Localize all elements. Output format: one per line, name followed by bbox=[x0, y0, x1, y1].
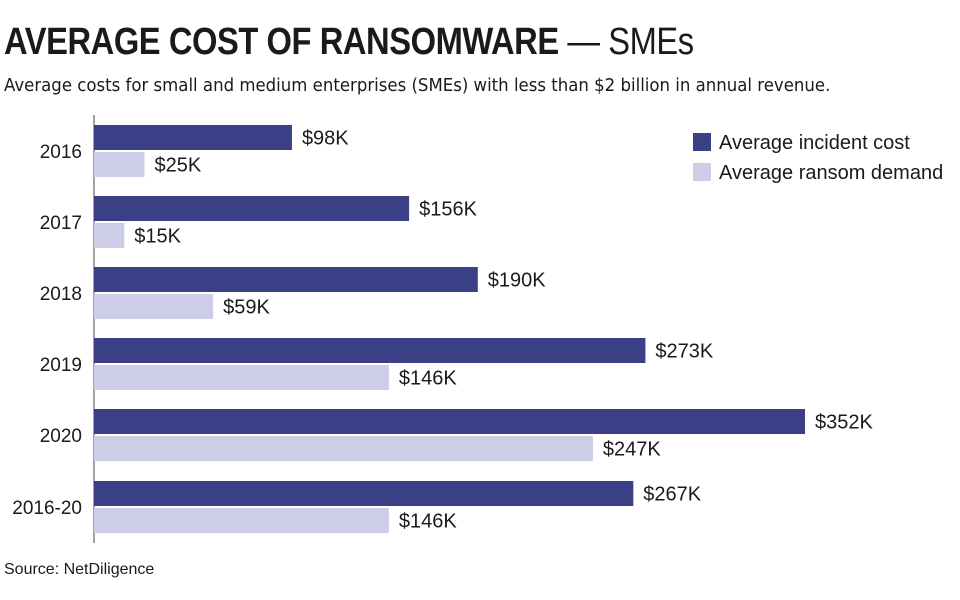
incident-cost-bar bbox=[94, 125, 292, 150]
incident-cost-value-label: $267K bbox=[643, 484, 701, 506]
incident-cost-value-label: $273K bbox=[655, 341, 713, 363]
legend-label: Average incident cost bbox=[719, 132, 910, 154]
incident-cost-bar bbox=[94, 338, 646, 363]
incident-cost-bar bbox=[94, 409, 805, 434]
chart-title-suffix: SMEs bbox=[608, 21, 694, 63]
ransom-demand-bar bbox=[94, 223, 125, 248]
category-label: 2018 bbox=[40, 284, 82, 305]
ransom-demand-value-label: $146K bbox=[399, 368, 457, 390]
ransom-demand-bar bbox=[94, 436, 593, 461]
source-note: Source: NetDiligence bbox=[4, 561, 155, 578]
incident-cost-value-label: $190K bbox=[488, 270, 546, 292]
ransom-demand-bar bbox=[94, 508, 389, 533]
category-label: 2016 bbox=[40, 142, 82, 163]
legend-swatch bbox=[693, 163, 711, 181]
legend-swatch bbox=[693, 133, 711, 151]
category-label: 2016-20 bbox=[12, 498, 82, 519]
ransom-demand-value-label: $25K bbox=[154, 155, 201, 177]
incident-cost-bar bbox=[94, 267, 478, 292]
ransom-demand-value-label: $15K bbox=[134, 226, 181, 248]
incident-cost-value-label: $156K bbox=[419, 199, 477, 221]
ransom-demand-value-label: $59K bbox=[223, 297, 270, 319]
ransom-demand-value-label: $146K bbox=[399, 511, 457, 533]
chart-title: AVERAGE COST OF RANSOMWARE — SMEs bbox=[4, 20, 694, 64]
category-label: 2020 bbox=[40, 426, 82, 447]
ransom-demand-bar bbox=[94, 294, 214, 319]
ransom-demand-value-label: $247K bbox=[603, 439, 661, 461]
legend-label: Average ransom demand bbox=[719, 162, 943, 184]
incident-cost-bar bbox=[94, 481, 634, 506]
category-label: 2019 bbox=[40, 355, 82, 376]
chart-title-separator: — bbox=[558, 21, 609, 63]
incident-cost-value-label: $352K bbox=[815, 412, 873, 434]
incident-cost-bar bbox=[94, 196, 410, 221]
chart-subtitle: Average costs for small and medium enter… bbox=[4, 75, 831, 96]
chart-title-main: AVERAGE COST OF RANSOMWARE bbox=[4, 21, 559, 63]
ransom-demand-bar bbox=[94, 152, 145, 177]
category-label: 2017 bbox=[40, 213, 82, 234]
incident-cost-value-label: $98K bbox=[302, 128, 349, 150]
ransom-demand-bar bbox=[94, 365, 389, 390]
